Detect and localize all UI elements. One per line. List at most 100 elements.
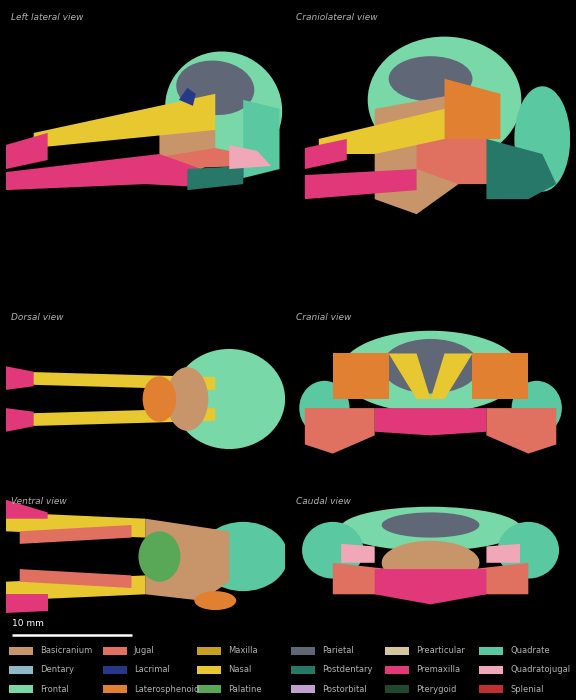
- Text: Palatine: Palatine: [228, 685, 262, 694]
- FancyBboxPatch shape: [291, 666, 315, 674]
- Text: Basicranium: Basicranium: [40, 646, 92, 655]
- FancyBboxPatch shape: [479, 685, 503, 693]
- FancyBboxPatch shape: [9, 666, 33, 674]
- FancyBboxPatch shape: [385, 647, 410, 655]
- Text: 10 mm: 10 mm: [12, 620, 43, 629]
- FancyBboxPatch shape: [103, 685, 127, 693]
- Ellipse shape: [340, 330, 521, 412]
- Text: Laterosphenoid: Laterosphenoid: [134, 685, 199, 694]
- Ellipse shape: [302, 522, 363, 578]
- Polygon shape: [416, 139, 528, 184]
- Polygon shape: [6, 512, 145, 538]
- FancyBboxPatch shape: [479, 647, 503, 655]
- Polygon shape: [486, 544, 520, 563]
- Polygon shape: [6, 575, 145, 601]
- Ellipse shape: [173, 349, 285, 449]
- Ellipse shape: [166, 367, 209, 431]
- Text: Parietal: Parietal: [322, 646, 354, 655]
- Polygon shape: [20, 569, 131, 588]
- Text: Quadratojugal: Quadratojugal: [510, 666, 570, 674]
- Polygon shape: [33, 94, 215, 148]
- Text: Pterygoid: Pterygoid: [416, 685, 456, 694]
- Polygon shape: [374, 94, 458, 214]
- Ellipse shape: [143, 377, 176, 421]
- Ellipse shape: [511, 381, 562, 435]
- FancyBboxPatch shape: [103, 666, 127, 674]
- Text: Craniolateral view: Craniolateral view: [297, 13, 378, 22]
- Polygon shape: [333, 354, 389, 399]
- Polygon shape: [6, 366, 33, 390]
- Ellipse shape: [165, 52, 282, 166]
- Text: Prearticular: Prearticular: [416, 646, 465, 655]
- Polygon shape: [160, 148, 243, 169]
- FancyBboxPatch shape: [479, 666, 503, 674]
- Ellipse shape: [382, 339, 479, 393]
- FancyBboxPatch shape: [385, 685, 410, 693]
- Text: Nasal: Nasal: [228, 666, 251, 674]
- FancyBboxPatch shape: [103, 647, 127, 655]
- Polygon shape: [341, 544, 374, 563]
- Text: Caudal view: Caudal view: [297, 497, 351, 506]
- Polygon shape: [20, 525, 131, 544]
- Text: Cranial view: Cranial view: [297, 314, 352, 323]
- Polygon shape: [20, 408, 215, 426]
- Ellipse shape: [138, 531, 180, 582]
- Ellipse shape: [194, 591, 236, 610]
- Text: Postorbital: Postorbital: [322, 685, 366, 694]
- Text: Splenial: Splenial: [510, 685, 544, 694]
- Ellipse shape: [199, 522, 288, 591]
- Text: Maxilla: Maxilla: [228, 646, 257, 655]
- Text: Frontal: Frontal: [40, 685, 69, 694]
- Polygon shape: [6, 408, 33, 432]
- Polygon shape: [6, 133, 48, 169]
- Ellipse shape: [367, 36, 521, 163]
- Polygon shape: [243, 100, 279, 178]
- Polygon shape: [20, 372, 215, 390]
- FancyBboxPatch shape: [197, 666, 221, 674]
- Polygon shape: [486, 139, 556, 200]
- Polygon shape: [319, 109, 445, 154]
- Ellipse shape: [300, 381, 350, 435]
- Polygon shape: [6, 500, 48, 519]
- FancyBboxPatch shape: [9, 647, 33, 655]
- Polygon shape: [472, 354, 528, 399]
- Polygon shape: [333, 563, 389, 594]
- Polygon shape: [145, 519, 229, 601]
- Text: Quadrate: Quadrate: [510, 646, 550, 655]
- Polygon shape: [6, 594, 48, 613]
- Ellipse shape: [514, 86, 570, 192]
- Polygon shape: [486, 408, 556, 454]
- Polygon shape: [187, 166, 243, 190]
- Text: Jugal: Jugal: [134, 646, 154, 655]
- Ellipse shape: [340, 507, 521, 551]
- FancyBboxPatch shape: [385, 666, 410, 674]
- Polygon shape: [430, 354, 472, 399]
- Ellipse shape: [382, 540, 479, 585]
- Polygon shape: [445, 79, 501, 139]
- FancyBboxPatch shape: [291, 647, 315, 655]
- Polygon shape: [472, 563, 528, 594]
- Polygon shape: [6, 154, 202, 190]
- Ellipse shape: [176, 60, 254, 115]
- FancyBboxPatch shape: [197, 685, 221, 693]
- Text: Premaxilla: Premaxilla: [416, 666, 460, 674]
- Text: Lacrimal: Lacrimal: [134, 666, 169, 674]
- Polygon shape: [160, 109, 215, 178]
- Text: Dentary: Dentary: [40, 666, 74, 674]
- Ellipse shape: [389, 56, 472, 102]
- Polygon shape: [305, 408, 374, 454]
- Text: Left lateral view: Left lateral view: [12, 13, 84, 22]
- Text: Ventral view: Ventral view: [12, 497, 67, 506]
- FancyBboxPatch shape: [291, 685, 315, 693]
- Ellipse shape: [382, 512, 479, 538]
- Text: Postdentary: Postdentary: [322, 666, 372, 674]
- Polygon shape: [229, 145, 271, 169]
- FancyBboxPatch shape: [9, 685, 33, 693]
- Polygon shape: [389, 354, 430, 399]
- Ellipse shape: [498, 522, 559, 578]
- FancyBboxPatch shape: [197, 647, 221, 655]
- Polygon shape: [374, 569, 486, 604]
- Text: Dorsal view: Dorsal view: [12, 314, 64, 323]
- Polygon shape: [179, 88, 196, 106]
- Polygon shape: [305, 169, 416, 200]
